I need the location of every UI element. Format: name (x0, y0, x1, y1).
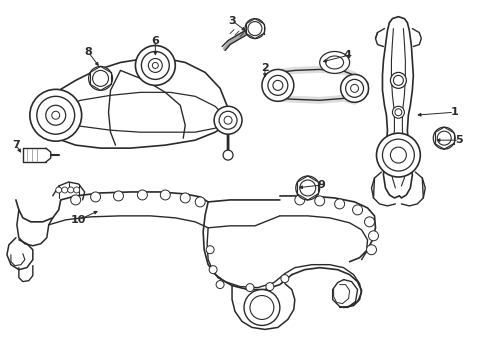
Circle shape (30, 89, 81, 141)
Circle shape (113, 191, 123, 201)
Text: 4: 4 (343, 50, 351, 60)
Circle shape (56, 187, 61, 193)
Ellipse shape (319, 51, 349, 73)
Circle shape (135, 45, 175, 85)
Circle shape (295, 176, 319, 200)
Text: 2: 2 (261, 63, 268, 73)
Text: 6: 6 (151, 36, 159, 46)
Circle shape (195, 197, 205, 207)
Circle shape (216, 280, 224, 289)
Text: 3: 3 (228, 15, 235, 26)
Circle shape (265, 283, 273, 291)
Text: 9: 9 (317, 180, 325, 190)
Circle shape (223, 150, 233, 160)
Circle shape (352, 205, 362, 215)
Circle shape (262, 69, 293, 101)
Circle shape (244, 19, 264, 39)
Circle shape (160, 190, 170, 200)
Text: 5: 5 (454, 135, 462, 145)
Text: 7: 7 (12, 140, 20, 150)
Circle shape (245, 284, 253, 292)
Circle shape (364, 217, 374, 227)
Text: 1: 1 (449, 107, 457, 117)
Circle shape (314, 196, 324, 206)
Circle shape (340, 75, 368, 102)
Circle shape (294, 195, 304, 205)
Text: 10: 10 (71, 215, 86, 225)
Circle shape (389, 72, 406, 88)
Circle shape (368, 231, 378, 241)
Circle shape (376, 133, 420, 177)
Circle shape (214, 106, 242, 134)
Circle shape (74, 187, 80, 193)
Circle shape (366, 245, 376, 255)
Circle shape (206, 246, 214, 254)
Circle shape (61, 187, 67, 193)
Circle shape (334, 199, 344, 209)
Circle shape (90, 192, 101, 202)
Circle shape (432, 127, 454, 149)
Circle shape (67, 187, 74, 193)
Text: 8: 8 (84, 48, 92, 58)
Circle shape (71, 195, 81, 205)
Circle shape (209, 266, 217, 274)
Circle shape (180, 193, 190, 203)
Circle shape (244, 289, 279, 325)
Circle shape (392, 106, 404, 118)
Circle shape (88, 67, 112, 90)
Circle shape (137, 190, 147, 200)
Circle shape (280, 275, 288, 283)
